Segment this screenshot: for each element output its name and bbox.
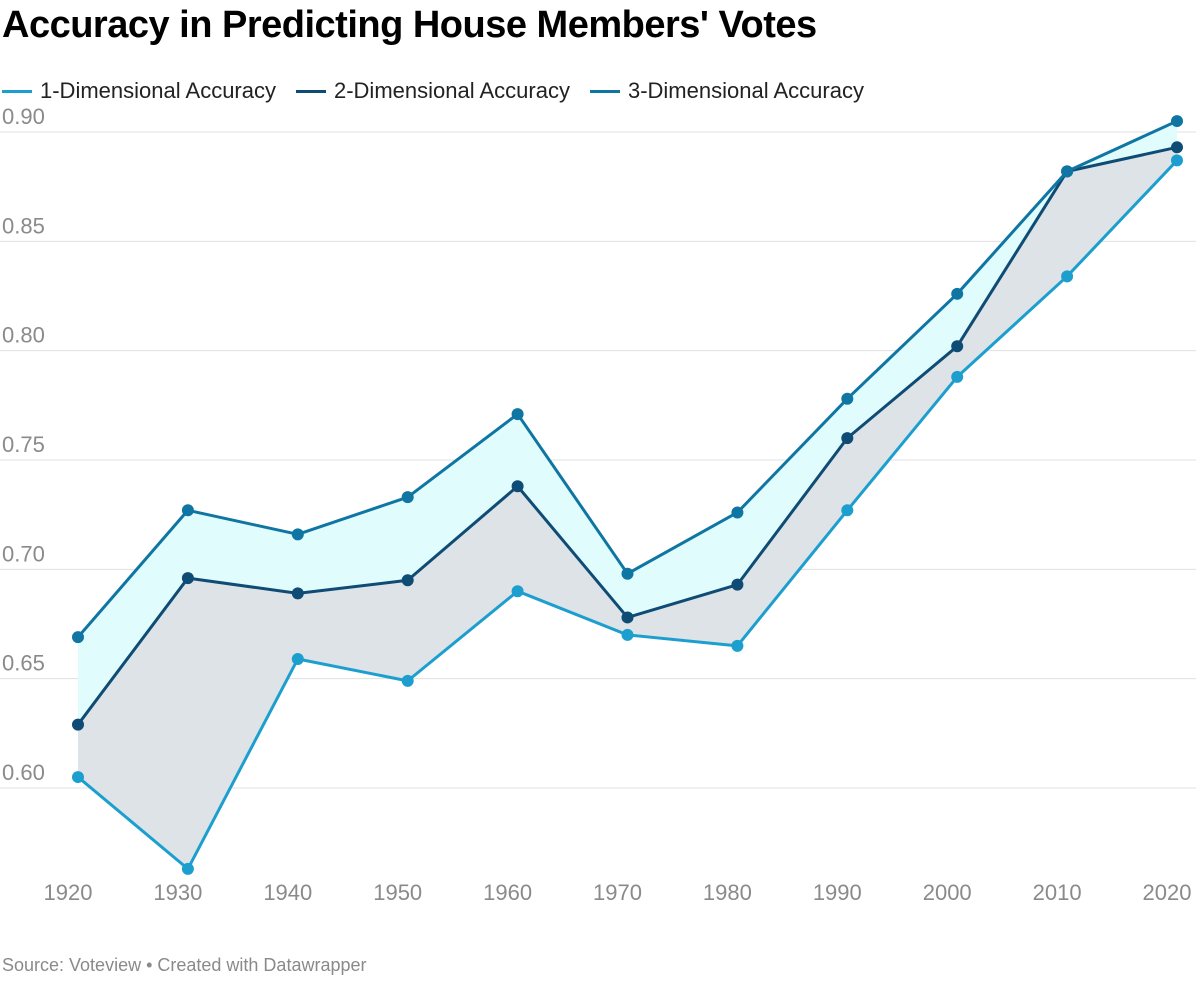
legend-label-1d: 1-Dimensional Accuracy bbox=[40, 78, 276, 103]
data-point-1d-1940 bbox=[291, 652, 304, 665]
legend-item-2d: 2-Dimensional Accuracy bbox=[295, 78, 570, 104]
chart-title: Accuracy in Predicting House Members' Vo… bbox=[2, 4, 817, 46]
data-point-2d-1930 bbox=[181, 572, 194, 585]
data-point-3d-1970 bbox=[621, 567, 634, 580]
data-point-1d-2000 bbox=[951, 370, 964, 383]
data-point-1d-2010 bbox=[1061, 270, 1074, 283]
x-tick-label-1950: 1950 bbox=[373, 880, 422, 905]
y-tick-label-0.60: 0.60 bbox=[2, 760, 45, 785]
data-point-2d-1940 bbox=[291, 587, 304, 600]
data-point-1d-1920 bbox=[72, 771, 84, 784]
data-point-1d-1990 bbox=[841, 504, 854, 517]
data-point-2d-1920 bbox=[72, 718, 84, 731]
data-point-3d-1990 bbox=[841, 392, 854, 405]
x-tick-label-2010: 2010 bbox=[1033, 880, 1082, 905]
x-tick-label-2000: 2000 bbox=[923, 880, 972, 905]
data-point-3d-1940 bbox=[291, 528, 304, 541]
legend-label-2d: 2-Dimensional Accuracy bbox=[333, 78, 570, 103]
data-point-1d-1930 bbox=[181, 862, 194, 875]
data-point-2d-2000 bbox=[951, 340, 964, 353]
legend-swatch-3d bbox=[589, 89, 620, 93]
data-point-3d-1980 bbox=[731, 506, 744, 519]
x-tick-label-1980: 1980 bbox=[703, 880, 752, 905]
x-tick-label-1960: 1960 bbox=[483, 880, 532, 905]
data-point-2d-2020 bbox=[1171, 141, 1183, 154]
data-point-1d-1960 bbox=[511, 585, 524, 598]
data-point-1d-1980 bbox=[731, 639, 744, 652]
x-tick-label-1970: 1970 bbox=[593, 880, 642, 905]
x-tick-label-1930: 1930 bbox=[153, 880, 202, 905]
data-point-3d-1920 bbox=[72, 631, 84, 644]
data-point-1d-1970 bbox=[621, 628, 634, 641]
data-point-2d-1990 bbox=[841, 432, 854, 445]
data-point-3d-1960 bbox=[511, 408, 524, 421]
area-fill-1 bbox=[78, 147, 1177, 869]
x-tick-label-1990: 1990 bbox=[813, 880, 862, 905]
data-point-3d-2000 bbox=[951, 287, 964, 300]
area-fill-2 bbox=[78, 121, 1177, 725]
x-tick-label-1940: 1940 bbox=[263, 880, 312, 905]
legend-swatch-1d bbox=[2, 89, 32, 93]
data-point-2d-1960 bbox=[511, 480, 524, 493]
data-point-3d-1930 bbox=[181, 504, 194, 517]
x-tick-label-2020: 2020 bbox=[1143, 880, 1192, 905]
y-tick-label-0.90: 0.90 bbox=[2, 104, 45, 129]
legend-swatch-2d bbox=[295, 89, 326, 93]
y-tick-label-0.65: 0.65 bbox=[2, 651, 45, 676]
y-tick-label-0.75: 0.75 bbox=[2, 432, 45, 457]
y-tick-label-0.70: 0.70 bbox=[2, 541, 45, 566]
data-point-2d-1970 bbox=[621, 611, 634, 624]
data-point-1d-2020 bbox=[1171, 154, 1183, 167]
data-point-3d-2020 bbox=[1171, 115, 1183, 128]
legend: 1-Dimensional Accuracy 2-Dimensional Acc… bbox=[2, 78, 884, 104]
legend-item-1d: 1-Dimensional Accuracy bbox=[2, 78, 276, 104]
data-point-3d-1950 bbox=[401, 491, 414, 504]
data-point-3d-2010 bbox=[1061, 165, 1074, 178]
data-point-2d-1980 bbox=[731, 578, 744, 591]
data-point-1d-1950 bbox=[401, 674, 414, 687]
legend-item-3d: 3-Dimensional Accuracy bbox=[589, 78, 864, 104]
y-tick-label-0.85: 0.85 bbox=[2, 213, 45, 238]
line-chart: 0.60 0.65 0.70 0.75 0.80 0.85 0.90 1920 1930 1940… bbox=[0, 104, 1196, 905]
data-point-2d-1950 bbox=[401, 574, 414, 587]
y-tick-label-0.80: 0.80 bbox=[2, 323, 45, 348]
legend-label-3d: 3-Dimensional Accuracy bbox=[627, 78, 864, 103]
x-tick-label-1920: 1920 bbox=[44, 880, 93, 905]
source-credit: Source: Voteview • Created with Datawrap… bbox=[2, 955, 367, 975]
